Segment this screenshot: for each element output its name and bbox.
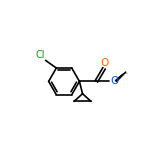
Text: methyl: methyl <box>124 73 129 74</box>
Text: Cl: Cl <box>35 50 45 60</box>
Text: O: O <box>101 57 109 67</box>
Text: O: O <box>110 76 119 86</box>
